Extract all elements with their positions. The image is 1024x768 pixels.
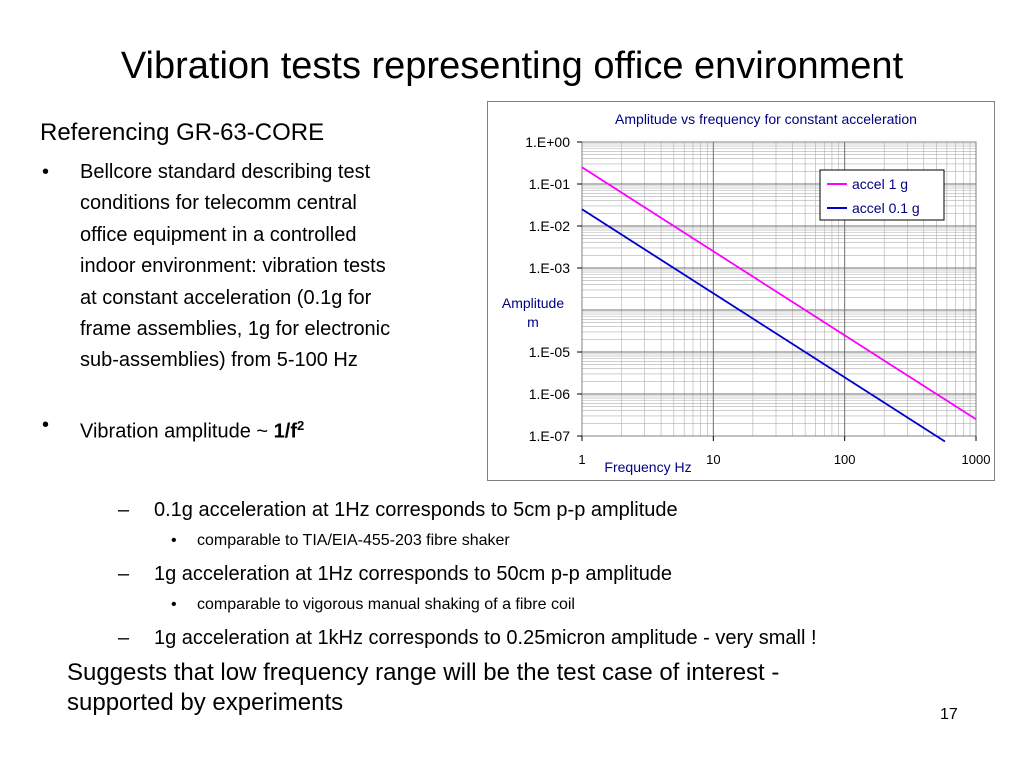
chart-legend: accel 1 g accel 0.1 g xyxy=(819,169,945,221)
bullet-text-exponent: 2 xyxy=(297,418,305,433)
ylabel-background xyxy=(490,290,576,334)
x-tick-label: 10 xyxy=(706,452,720,467)
y-tick-label: 1.E-02 xyxy=(529,218,570,234)
y-tick-label: 1.E-06 xyxy=(529,386,570,402)
x-tick-label: 100 xyxy=(834,452,856,467)
dash-marker: – xyxy=(118,627,130,649)
bullet-amplitude: • Vibration amplitude ~ 1/f2 xyxy=(42,410,482,443)
section-heading: Referencing GR-63-CORE xyxy=(40,119,325,146)
y-tick-label: 1.E-05 xyxy=(529,344,570,360)
chart-frame: 1.E+00 1.E-01 1.E-02 1.E-03 1.E-05 1.E-06 1.E-… xyxy=(487,101,995,481)
bullet-marker: • xyxy=(42,414,50,436)
legend-box xyxy=(819,169,945,221)
chart-title: Amplitude vs frequency for constant acce… xyxy=(615,111,917,127)
x-tick-label: 1000 xyxy=(962,452,991,467)
x-axis-label: Frequency Hz xyxy=(604,459,691,475)
bullet-marker: • xyxy=(42,161,50,183)
y-axis-label: Amplitude xyxy=(502,295,564,311)
subsubpoint-text: comparable to TIA/EIA-455-203 fibre shak… xyxy=(197,532,510,549)
bullet-marker: • xyxy=(171,596,177,613)
bullet-marker: • xyxy=(171,532,177,549)
y-axis-label: m xyxy=(527,314,539,330)
amplitude-frequency-chart: 1.E+00 1.E-01 1.E-02 1.E-03 1.E-05 1.E-06 1.E-… xyxy=(490,111,991,475)
slide-title: Vibration tests representing office envi… xyxy=(120,45,904,87)
series-line-accel-1g xyxy=(581,166,977,421)
x-tick-label: 1 xyxy=(578,452,585,467)
subpoint-text: 1g acceleration at 1kHz corresponds to 0… xyxy=(154,627,817,649)
dash-marker: – xyxy=(118,563,130,585)
legend-label: accel 0.1 g xyxy=(852,200,920,216)
dash-marker: – xyxy=(118,499,130,521)
subpoint-text: 0.1g acceleration at 1Hz corresponds to … xyxy=(154,499,678,521)
y-tick-label: 1.E-07 xyxy=(529,428,570,444)
subpoint-text: 1g acceleration at 1Hz corresponds to 50… xyxy=(154,563,673,585)
bullet-text-formula: 1/f xyxy=(273,420,297,443)
y-tick-label: 1.E-01 xyxy=(529,176,570,192)
legend-label: accel 1 g xyxy=(852,176,908,192)
series-line-accel-0-1g xyxy=(581,208,946,443)
y-tick-label: 1.E-03 xyxy=(529,260,570,276)
page-number: 17 xyxy=(940,706,958,723)
bullet-standard: • Bellcore standard describing test cond… xyxy=(42,157,482,387)
bullet-text: Vibration amplitude ~ 1/f2 xyxy=(80,410,304,448)
conclusion-text: Suggests that low frequency range will b… xyxy=(67,659,780,716)
plot-area xyxy=(581,141,977,437)
subsubpoint-text: comparable to vigorous manual shaking of… xyxy=(197,596,575,613)
y-tick-label: 1.E+00 xyxy=(525,134,570,150)
bullet-text: Bellcore standard describing test condit… xyxy=(80,161,391,372)
bullet-text-prefix: Vibration amplitude ~ xyxy=(80,420,274,443)
